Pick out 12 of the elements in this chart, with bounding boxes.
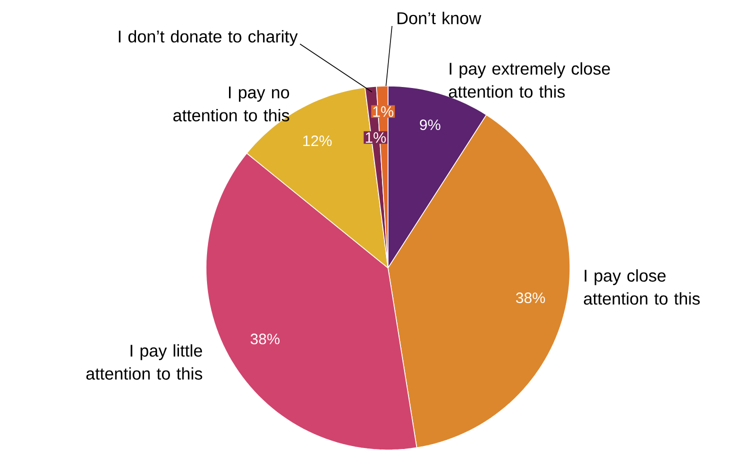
data-label: 38% — [516, 292, 545, 304]
slice-label: I don’t donate to charity — [118, 30, 298, 46]
slice-label: I pay no attention to this — [173, 86, 290, 122]
data-label: 1% — [366, 132, 386, 143]
data-label: 9% — [420, 119, 440, 130]
data-label: 38% — [250, 334, 280, 344]
data-label: 12% — [303, 135, 332, 146]
data-label: 1% — [373, 106, 394, 117]
slice-label: Don’t know — [398, 12, 482, 24]
slice-label: I pay close attention to this — [584, 269, 700, 305]
slice-label: I pay little attention to this — [86, 344, 202, 380]
slice-label: I pay extremely close attention to this — [448, 62, 610, 98]
